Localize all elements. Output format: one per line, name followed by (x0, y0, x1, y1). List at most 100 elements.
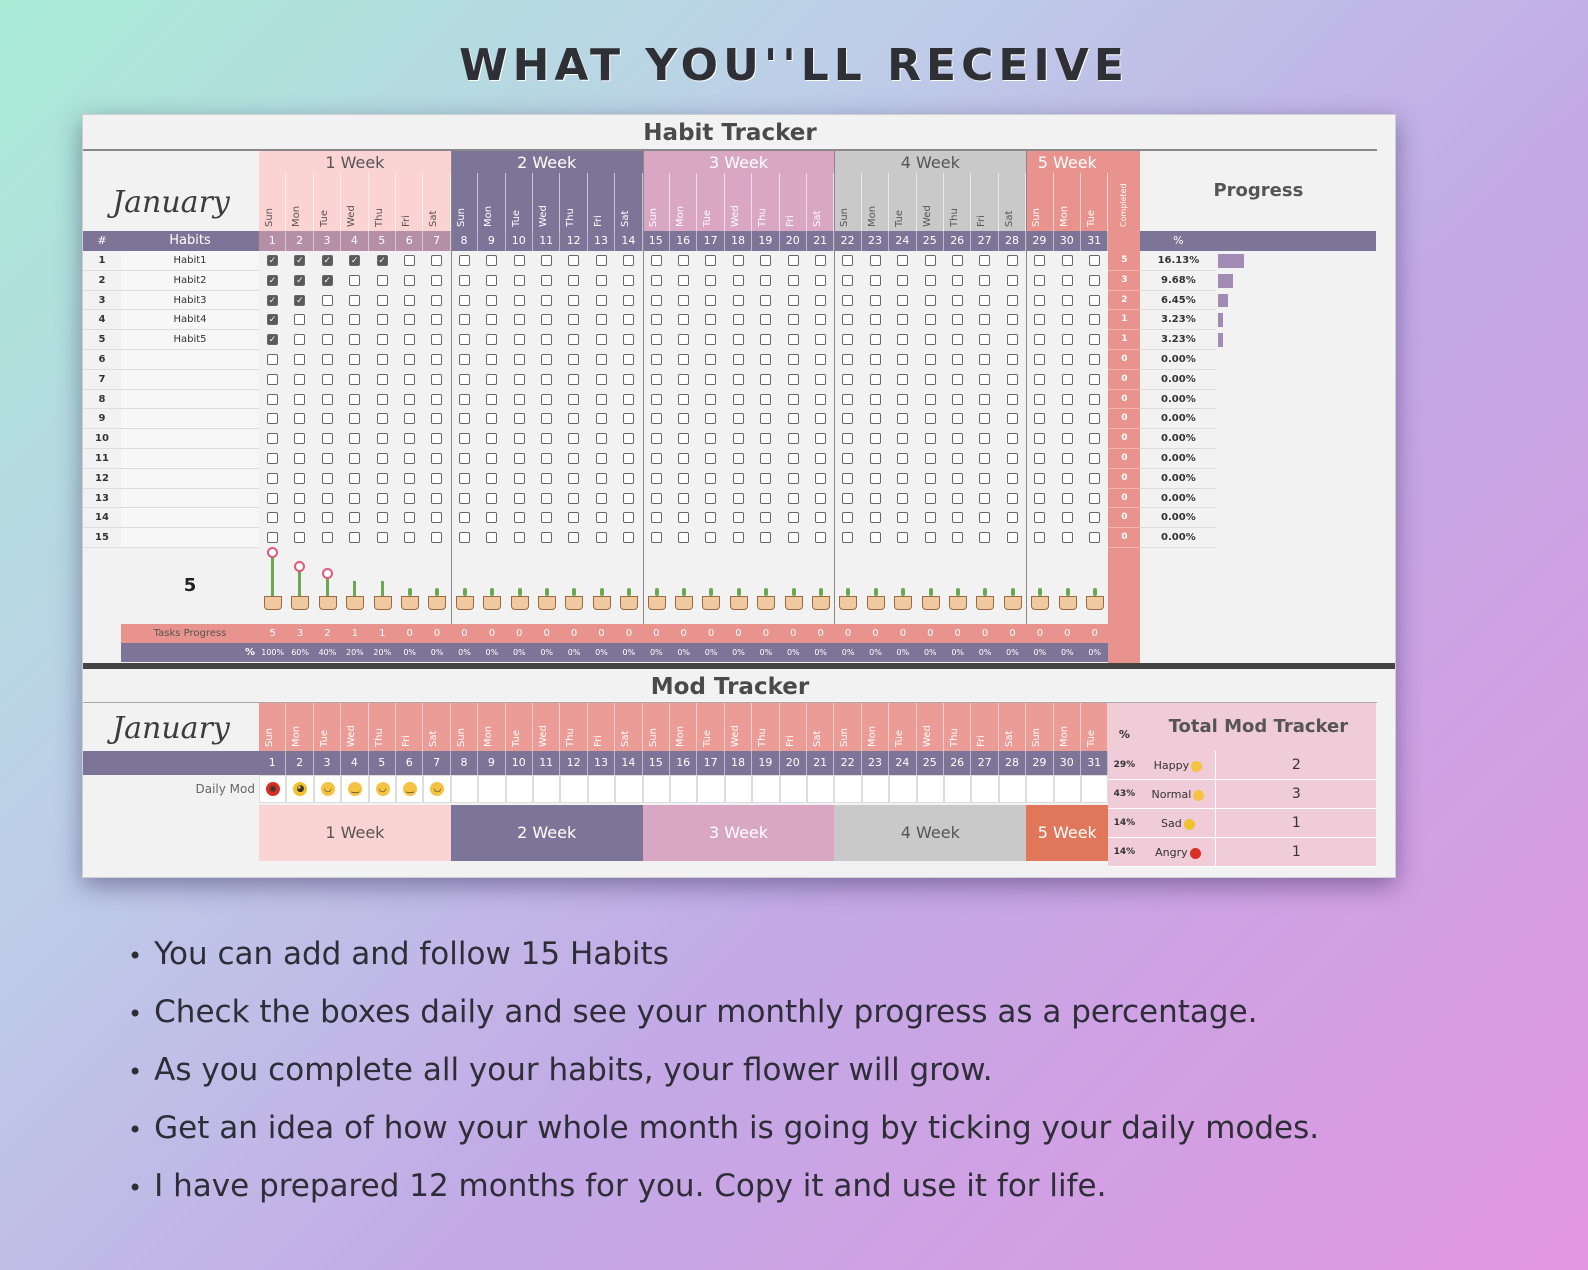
habit-checkbox[interactable] (1061, 532, 1073, 544)
habit-checkbox[interactable] (952, 274, 963, 286)
habit-checkbox[interactable] (513, 334, 525, 346)
habit-checkbox[interactable] (1034, 373, 1046, 385)
habit-checkbox[interactable] (760, 393, 772, 405)
habit-checkbox[interactable] (623, 354, 635, 365)
habit-checkbox[interactable] (595, 274, 607, 286)
habit-checkbox[interactable] (924, 512, 936, 524)
habit-checkbox[interactable] (404, 413, 415, 425)
habit-checkbox[interactable] (760, 472, 772, 484)
habit-checkbox[interactable]: ✓ (267, 334, 278, 346)
habit-checkbox[interactable] (623, 255, 635, 266)
habit-checkbox[interactable] (705, 373, 717, 385)
habit-checkbox[interactable] (458, 393, 470, 405)
habit-checkbox[interactable] (568, 453, 580, 464)
habit-checkbox[interactable] (924, 334, 936, 346)
habit-checkbox[interactable] (815, 512, 826, 524)
habit-checkbox[interactable] (979, 255, 991, 266)
habit-checkbox[interactable] (979, 354, 991, 365)
habit-checkbox[interactable] (1061, 453, 1073, 464)
habit-checkbox[interactable] (787, 512, 799, 524)
habit-checkbox[interactable] (760, 453, 772, 464)
habit-checkbox[interactable] (650, 512, 662, 524)
habit-checkbox[interactable] (678, 433, 689, 445)
habit-checkbox[interactable] (869, 472, 881, 484)
habit-checkbox[interactable] (349, 274, 361, 286)
habit-checkbox[interactable] (513, 413, 525, 425)
habit-checkbox[interactable] (897, 512, 909, 524)
habit-checkbox[interactable] (897, 255, 909, 266)
habit-checkbox[interactable] (1089, 354, 1100, 365)
habit-checkbox[interactable] (1006, 294, 1018, 306)
habit-checkbox[interactable] (321, 472, 333, 484)
habit-checkbox[interactable] (349, 373, 361, 385)
habit-checkbox[interactable] (568, 433, 580, 445)
habit-checkbox[interactable] (952, 255, 963, 266)
habit-checkbox[interactable] (595, 294, 607, 306)
habit-checkbox[interactable] (568, 472, 580, 484)
habit-checkbox[interactable] (650, 354, 662, 365)
habit-checkbox[interactable] (541, 334, 552, 346)
habit-checkbox[interactable] (376, 453, 388, 464)
habit-checkbox[interactable] (623, 413, 635, 425)
habit-checkbox[interactable] (924, 294, 936, 306)
habit-checkbox[interactable] (787, 354, 799, 365)
habit-checkbox[interactable] (1034, 274, 1046, 286)
habit-checkbox[interactable] (486, 532, 498, 544)
habit-checkbox[interactable] (650, 373, 662, 385)
habit-checkbox[interactable] (787, 314, 799, 326)
habit-checkbox[interactable] (1089, 393, 1100, 405)
habit-checkbox[interactable] (650, 433, 662, 445)
habit-checkbox[interactable] (760, 512, 772, 524)
habit-checkbox[interactable] (1034, 354, 1046, 365)
habit-checkbox[interactable] (486, 393, 498, 405)
habit-checkbox[interactable] (404, 373, 415, 385)
habit-checkbox[interactable] (349, 512, 361, 524)
habit-checkbox[interactable]: ✓ (267, 294, 278, 306)
habit-checkbox[interactable] (541, 294, 552, 306)
habit-checkbox[interactable] (1034, 472, 1046, 484)
habit-checkbox[interactable] (705, 472, 717, 484)
habit-checkbox[interactable] (979, 532, 991, 544)
habit-checkbox[interactable] (924, 492, 936, 504)
habit-checkbox[interactable] (458, 512, 470, 524)
habit-checkbox[interactable] (568, 334, 580, 346)
habit-checkbox[interactable] (678, 532, 689, 544)
mod-day-cell[interactable] (1081, 775, 1109, 803)
habit-checkbox[interactable] (486, 433, 498, 445)
mod-day-cell[interactable] (861, 775, 890, 803)
habit-checkbox[interactable] (952, 334, 963, 346)
habit-checkbox[interactable] (1034, 334, 1046, 346)
habit-checkbox[interactable] (705, 512, 717, 524)
habit-checkbox[interactable] (869, 393, 881, 405)
habit-checkbox[interactable] (924, 373, 936, 385)
habit-checkbox[interactable] (732, 492, 744, 504)
habit-checkbox[interactable] (842, 255, 854, 266)
habit-checkbox[interactable] (732, 532, 744, 544)
habit-checkbox[interactable] (541, 532, 552, 544)
habit-checkbox[interactable] (705, 274, 717, 286)
habit-checkbox[interactable] (1061, 354, 1073, 365)
habit-checkbox[interactable] (732, 314, 744, 326)
habit-checkbox[interactable] (568, 393, 580, 405)
habit-checkbox[interactable] (513, 373, 525, 385)
habit-checkbox[interactable] (1034, 314, 1046, 326)
habit-checkbox[interactable] (760, 294, 772, 306)
habit-checkbox[interactable] (595, 453, 607, 464)
habit-checkbox[interactable] (815, 453, 826, 464)
habit-checkbox[interactable] (1034, 255, 1046, 266)
habit-checkbox[interactable] (595, 532, 607, 544)
habit-checkbox[interactable] (458, 255, 470, 266)
habit-checkbox[interactable] (486, 334, 498, 346)
habit-checkbox[interactable] (869, 512, 881, 524)
habit-checkbox[interactable] (486, 354, 498, 365)
habit-checkbox[interactable] (349, 433, 361, 445)
habit-checkbox[interactable] (924, 393, 936, 405)
habit-checkbox[interactable] (623, 314, 635, 326)
habit-checkbox[interactable] (732, 373, 744, 385)
habit-checkbox[interactable] (541, 433, 552, 445)
habit-checkbox[interactable] (815, 314, 826, 326)
habit-checkbox[interactable] (732, 274, 744, 286)
habit-checkbox[interactable] (924, 413, 936, 425)
habit-checkbox[interactable] (1006, 393, 1018, 405)
habit-checkbox[interactable] (541, 413, 552, 425)
